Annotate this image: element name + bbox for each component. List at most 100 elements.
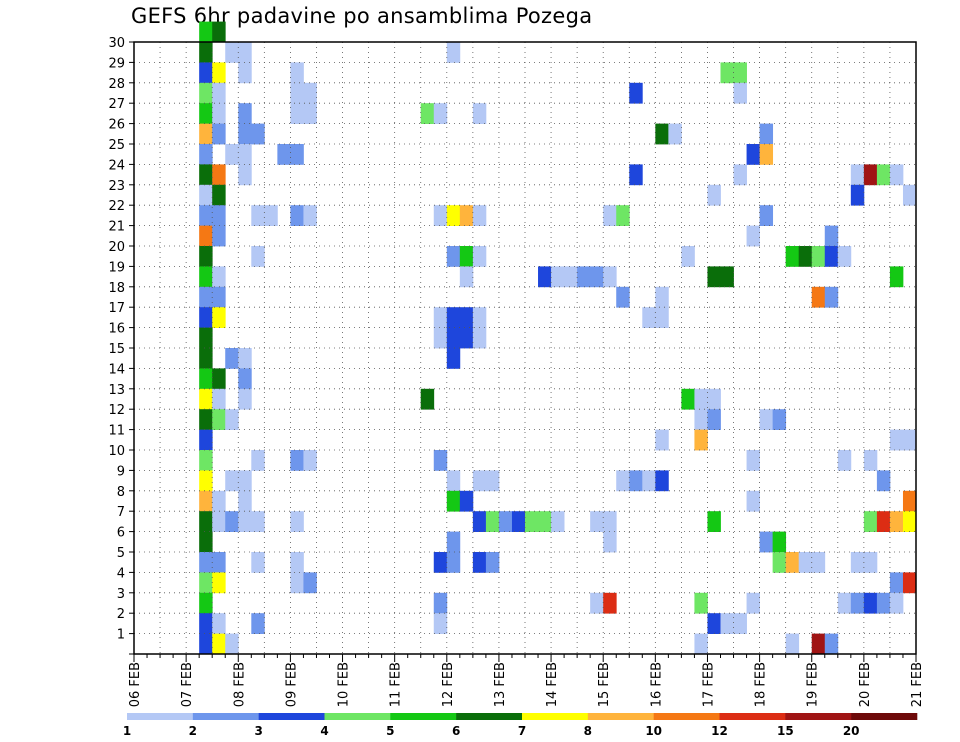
heatmap-cell [707, 409, 721, 430]
heatmap-cell [850, 164, 865, 186]
heatmap-cell [759, 205, 774, 226]
heatmap-cell [616, 205, 630, 226]
heatmap-cell [889, 511, 904, 532]
heatmap-cell [433, 327, 448, 349]
heatmap-cell [420, 103, 435, 124]
heatmap-cell [577, 266, 591, 288]
heatmap-cell [199, 327, 213, 349]
y-tick-label: 10 [108, 444, 125, 459]
heatmap-cell [199, 613, 213, 634]
heatmap-cell [199, 225, 213, 247]
heatmap-cell [238, 388, 252, 410]
y-tick-label: 17 [108, 301, 125, 316]
heatmap-cell [733, 82, 747, 104]
heatmap-cell [290, 450, 304, 471]
legend-label: 15 [777, 724, 794, 738]
heatmap-cell [668, 123, 682, 145]
heatmap-cell [603, 266, 617, 288]
legend-swatch [785, 713, 852, 720]
legend-swatch [522, 713, 589, 720]
heatmap-cell [212, 388, 226, 410]
heatmap-cell [225, 470, 239, 492]
heatmap-cell [655, 286, 669, 308]
heatmap-cell [564, 266, 578, 288]
heatmap-cell [655, 307, 669, 328]
heatmap-cell [303, 205, 317, 226]
heatmap-cell [811, 633, 826, 655]
heatmap-cell [212, 572, 226, 594]
heatmap-cell [199, 592, 213, 614]
heatmap-cell [212, 633, 226, 655]
heatmap-cell [199, 21, 213, 43]
heatmap-cell [746, 450, 760, 471]
heatmap-cell [889, 429, 904, 451]
heatmap-cell [238, 490, 252, 512]
heatmap-cell [837, 592, 852, 614]
heatmap-cell [837, 450, 852, 471]
heatmap-cell [850, 184, 865, 206]
heatmap-cell [238, 123, 252, 145]
heatmap-cell [720, 613, 734, 634]
heatmap-cell [199, 348, 213, 369]
heatmap-cell [446, 327, 461, 349]
y-tick-label: 9 [117, 464, 125, 479]
heatmap-cell [876, 164, 891, 186]
heatmap-cell [759, 123, 774, 145]
x-axis: 06 FEB 07 FEB 08 FEB 09 FEB 10 FEB 11 FEB 12 F… [128, 654, 925, 707]
heatmap-cell [212, 103, 226, 124]
heatmap-cell [472, 307, 487, 328]
heatmap-cell [446, 348, 461, 369]
x-tick-label: 12 FEB [441, 662, 456, 707]
legend-swatch [192, 713, 259, 720]
heatmap-cell [199, 368, 213, 390]
heatmap-cell [199, 246, 213, 267]
heatmap-cell [238, 368, 252, 390]
y-tick-label: 3 [117, 587, 125, 602]
heatmap-cell [472, 327, 487, 349]
legend-swatch [127, 713, 194, 720]
heatmap-cell [303, 82, 317, 104]
heatmap-cell [603, 511, 617, 532]
heatmap-cell [746, 490, 760, 512]
heatmap-cell [538, 266, 552, 288]
y-tick-label: 24 [108, 158, 125, 173]
heatmap-cell [446, 42, 461, 63]
heatmap-cell [212, 490, 226, 512]
heatmap-cell [720, 266, 734, 288]
heatmap-cell [290, 62, 304, 84]
heatmap-cell [902, 429, 917, 451]
x-tick-label: 08 FEB [232, 662, 247, 707]
heatmap-cell [199, 184, 213, 206]
heatmap-cell [290, 144, 304, 165]
heatmap-cell [772, 409, 787, 430]
legend-swatch [587, 713, 654, 720]
heatmap-cell [655, 470, 669, 492]
y-tick-label: 19 [108, 260, 125, 275]
heatmap-cell [303, 450, 317, 471]
legend-swatch [851, 713, 918, 720]
heatmap-cell [902, 572, 917, 594]
heatmap-cell [603, 531, 617, 553]
heatmap-cell [277, 144, 291, 165]
x-tick-label: 20 FEB [858, 662, 873, 707]
heatmap-cell [303, 572, 317, 594]
heatmap-cell [199, 266, 213, 288]
heatmap-cell [251, 613, 265, 634]
heatmap-cell [433, 307, 448, 328]
legend-label: 1 [123, 724, 131, 738]
heatmap-cell [446, 552, 461, 573]
legend-label: 5 [386, 724, 394, 738]
y-tick-label: 20 [108, 240, 125, 255]
heatmap-cell [655, 429, 669, 451]
y-tick-label: 16 [108, 322, 125, 337]
heatmap-cell [238, 348, 252, 369]
heatmap-cell [746, 592, 760, 614]
heatmap-cell [212, 409, 226, 430]
heatmap-cell [824, 225, 839, 247]
y-tick-label: 30 [108, 36, 125, 51]
heatmap-cell [212, 82, 226, 104]
y-tick-label: 5 [117, 546, 125, 561]
heatmap-cell [459, 246, 474, 267]
heatmap-cell [746, 144, 760, 165]
heatmap-cell [707, 613, 721, 634]
